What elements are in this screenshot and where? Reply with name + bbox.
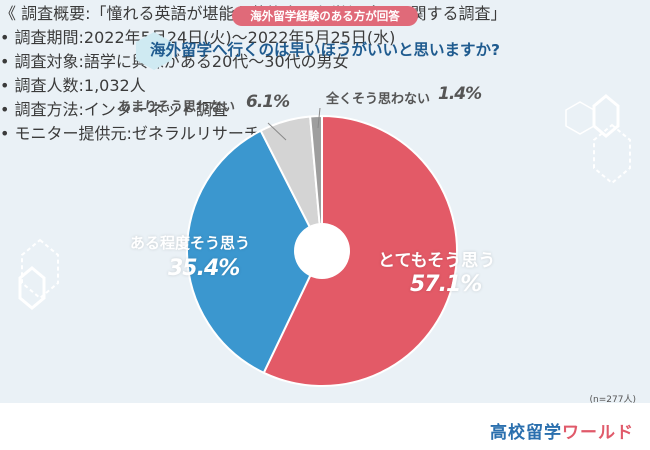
survey-provider: • モニター提供元:ゼネラルリサーチ <box>0 124 260 143</box>
respondent-banner: 海外留学経験のある方が回答 <box>232 6 418 26</box>
slice-value-somewhat-disagree: 6.1% <box>246 92 290 112</box>
slice-label-strongly-disagree: 全くそう思わない <box>326 92 431 107</box>
slice-label-somewhat-disagree: あまりそう思わない <box>118 100 236 115</box>
leader-line-somewhat-disagree <box>267 122 287 141</box>
survey-target: • 調査対象:語学に興味がある20代〜30代の男女 <box>0 52 349 71</box>
slice-value-strongly-agree: 57.1% <box>410 272 482 297</box>
slice-label-strongly-agree: とてもそう思う <box>378 251 496 271</box>
logo-part1: 高校留学 <box>490 423 562 443</box>
survey-method: • 調査方法:インターネット調査 <box>0 100 228 119</box>
slice-value-somewhat-agree: 35.4% <box>168 256 240 281</box>
logo: 高校留学ワールド <box>490 418 634 443</box>
pie-chart <box>186 107 458 387</box>
leader-line-strongly-disagree <box>317 107 321 129</box>
pie-slice-strongly-disagree <box>309 114 323 252</box>
slice-value-strongly-disagree: 1.4% <box>438 84 482 104</box>
survey-footer <box>0 403 650 450</box>
sample-size-label: (n=277人) <box>589 395 636 405</box>
hexagon-icon <box>136 32 172 70</box>
background-hexagons <box>18 94 631 310</box>
slice-label-somewhat-agree: ある程度そう思う <box>130 234 251 252</box>
question-title: 海外留学へ行くのは早いほうがいいと思いますか? <box>150 41 500 59</box>
pie-slice-strongly-agree <box>262 114 458 387</box>
logo-part2: ワールド <box>562 423 634 443</box>
survey-period: • 調査期間:2022年5月24日(火)〜2022年5月25日(水) <box>0 28 396 47</box>
pie-center-hole <box>294 223 350 279</box>
survey-count: • 調査人数:1,032人 <box>0 76 146 95</box>
pie-slice-somewhat-agree <box>186 129 324 375</box>
